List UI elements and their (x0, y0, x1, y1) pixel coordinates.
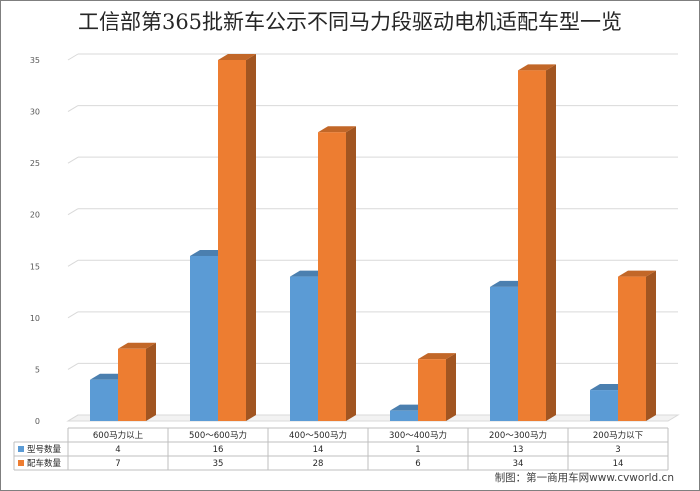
bar-side (446, 353, 456, 421)
bar-model-count (590, 390, 618, 421)
bar-vehicle-count (618, 276, 646, 421)
x-tick-label: 600马力以上 (93, 430, 144, 441)
y-tick-label: 5 (35, 365, 40, 374)
gridline-slant (67, 53, 79, 61)
data-label: 7 (115, 459, 120, 469)
bar-vehicle-count (518, 70, 546, 422)
legend-swatch (18, 460, 24, 466)
gridline-slant (67, 105, 79, 113)
data-label: 1 (415, 445, 420, 455)
bar-top (218, 54, 256, 60)
bar-side (346, 126, 356, 421)
legend-label: 配车数量 (27, 458, 62, 469)
gridline-slant (67, 259, 79, 267)
legend-swatch (18, 446, 24, 452)
bar-side (246, 54, 256, 421)
gridline-slant (67, 208, 79, 216)
x-tick-label: 300～400马力 (389, 430, 447, 441)
bar-side (646, 270, 656, 421)
data-label: 16 (213, 445, 224, 455)
bar-side (146, 342, 156, 421)
data-label: 34 (513, 459, 524, 469)
y-tick-label: 30 (30, 108, 40, 117)
chart-floor (66, 414, 680, 422)
data-label: 35 (213, 459, 224, 469)
bar-top (618, 270, 656, 277)
x-tick-label: 200～300马力 (489, 430, 547, 441)
bar-vehicle-count (318, 132, 346, 421)
data-label: 6 (415, 459, 420, 469)
y-tick-label: 0 (35, 417, 40, 426)
bar-model-count (190, 255, 218, 421)
data-label: 28 (313, 459, 324, 469)
bar-top (518, 64, 556, 71)
bar-model-count (390, 410, 418, 421)
bar-vehicle-count (418, 359, 446, 421)
chart-title: 工信部第365批新车公示不同马力段驱动电机适配车型一览 (77, 10, 623, 34)
data-label: 14 (313, 445, 324, 455)
gridline-slant (67, 414, 79, 422)
data-label: 3 (615, 445, 620, 455)
x-tick-label: 400～500马力 (289, 430, 347, 441)
y-tick-label: 25 (30, 159, 40, 168)
bar-vehicle-count (118, 348, 146, 421)
gridline-slant (67, 362, 79, 370)
y-tick-label: 10 (30, 314, 40, 323)
data-label: 4 (115, 445, 120, 455)
bar-vehicle-count (218, 60, 246, 421)
bar-top (318, 126, 356, 133)
data-label: 14 (613, 459, 624, 469)
bar-top (418, 353, 456, 360)
bar-top (118, 342, 156, 349)
data-label: 13 (513, 445, 524, 455)
bar-model-count (490, 286, 518, 421)
bar-side (546, 64, 556, 422)
bar-model-count (290, 276, 318, 421)
legend-label: 型号数量 (27, 444, 62, 455)
source-credit: 制图：第一商用车网www.cvworld.cn (494, 472, 674, 484)
bar-model-count (90, 379, 118, 421)
y-tick-label: 20 (30, 211, 40, 220)
x-tick-label: 500～600马力 (189, 430, 247, 441)
gridline-slant (67, 311, 79, 319)
gridline-slant (67, 156, 79, 164)
x-tick-label: 200马力以下 (593, 430, 644, 441)
y-tick-label: 35 (30, 56, 40, 65)
y-tick-label: 15 (30, 262, 40, 271)
